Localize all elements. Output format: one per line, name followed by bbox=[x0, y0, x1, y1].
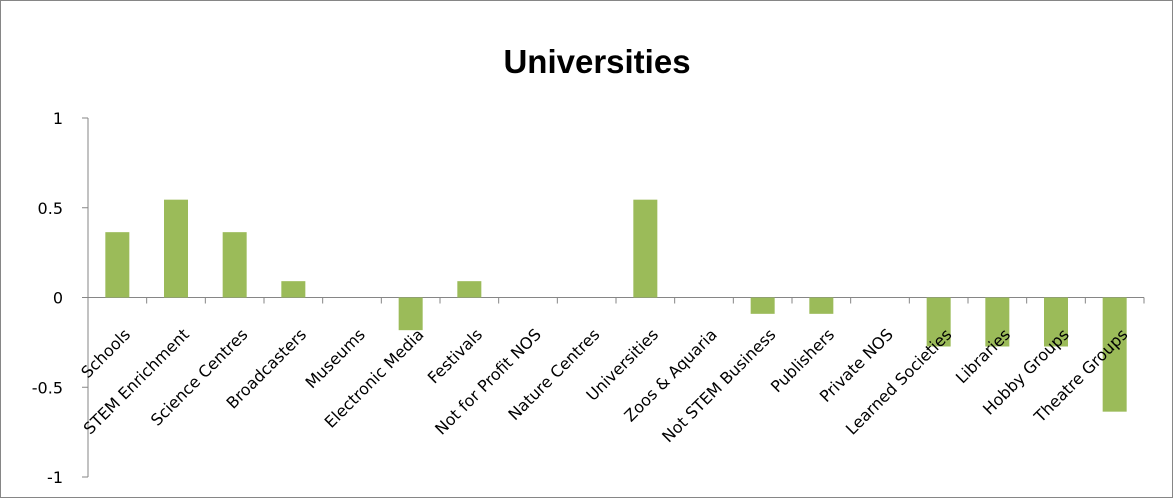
bar bbox=[926, 297, 951, 347]
bar bbox=[1044, 297, 1068, 347]
category-label: Not for Profit NOS bbox=[431, 325, 545, 439]
y-tick-label: -1 bbox=[47, 468, 63, 487]
category-label: Learned Societies bbox=[842, 325, 956, 439]
bar bbox=[105, 232, 130, 298]
bar bbox=[809, 297, 834, 314]
bar bbox=[398, 297, 423, 331]
bar bbox=[457, 281, 482, 298]
y-tick-label: 0 bbox=[53, 289, 63, 308]
bar bbox=[164, 199, 188, 298]
category-label: Festivals bbox=[424, 325, 486, 387]
bar bbox=[985, 297, 1010, 347]
bar bbox=[633, 199, 658, 298]
category-label: Schools bbox=[77, 325, 134, 382]
category-label: Electronic Media bbox=[321, 325, 428, 432]
y-tick-label: 0.5 bbox=[38, 199, 63, 218]
bar-layer bbox=[105, 199, 1127, 412]
chart-title: Universities bbox=[503, 43, 690, 80]
bar bbox=[750, 297, 775, 314]
y-tick-label: 1 bbox=[53, 109, 63, 128]
y-tick-label: -0.5 bbox=[32, 378, 63, 397]
category-label: STEM Enrichment bbox=[80, 325, 193, 438]
category-label: Not STEM Business bbox=[658, 325, 779, 446]
bar bbox=[1102, 297, 1127, 412]
bar bbox=[222, 232, 247, 298]
bar bbox=[281, 281, 306, 298]
category-label: Libraries bbox=[952, 325, 1014, 387]
axis-layer: 1 0.5 0 -0.5 -1 bbox=[32, 109, 1145, 487]
